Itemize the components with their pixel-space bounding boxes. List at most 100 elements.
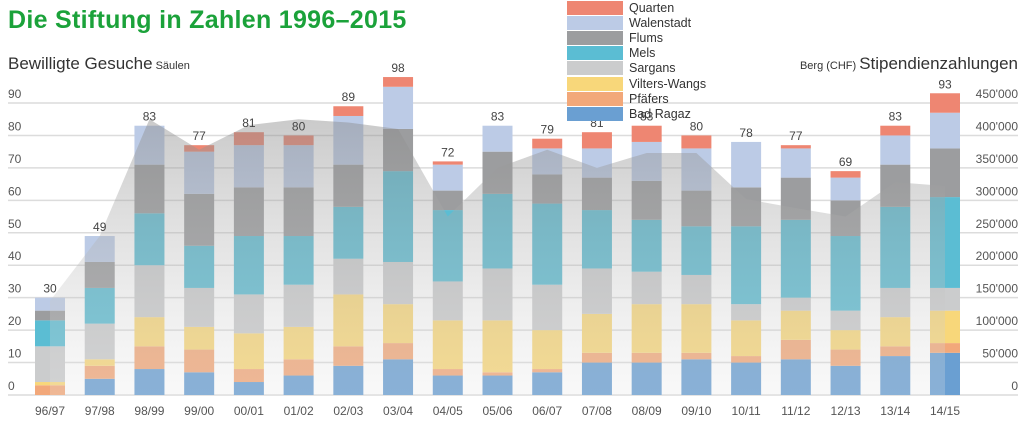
total-label: 69 (839, 155, 853, 169)
legend-item: Walenstadt (567, 15, 706, 30)
legend-swatch (567, 106, 623, 121)
bar-segment-quarten (930, 93, 960, 113)
right-axis-note: Berg (CHF) (799, 60, 857, 72)
left-tick-label: 80 (8, 119, 22, 133)
bar-segment-quarten (532, 138, 563, 149)
x-tick-label: 10/11 (732, 404, 761, 418)
total-label: 80 (690, 119, 704, 133)
total-label: 81 (242, 116, 256, 130)
total-label: 49 (93, 220, 107, 234)
bar-segment-quarten (830, 171, 861, 178)
left-tick-label: 30 (8, 282, 22, 296)
right-tick-label: 450'000 (976, 87, 1019, 101)
total-label: 79 (541, 123, 555, 137)
legend: Quarten Walenstadt Flums Mels Sargans Vilters… (567, 0, 706, 122)
x-tick-label: 01/02 (284, 404, 314, 418)
total-label: 89 (342, 90, 356, 104)
legend-label: Mels (629, 46, 656, 61)
right-tick-label: 350'000 (976, 152, 1019, 166)
left-axis-label: Bewilligte Gesuche (8, 54, 153, 73)
left-tick-label: 10 (8, 347, 22, 361)
legend-label: Walenstadt (629, 15, 692, 30)
legend-label: Sargans (629, 61, 676, 76)
x-tick-label: 98/99 (134, 404, 164, 418)
legend-label: Bad Ragaz (629, 106, 691, 121)
total-label: 77 (789, 129, 803, 143)
right-tick-label: 100'000 (976, 314, 1019, 328)
left-axis-note: Säulen (155, 60, 190, 72)
bar-segment-quarten (383, 77, 414, 87)
bar-segment-walenstadt (731, 141, 762, 188)
total-label: 78 (739, 126, 753, 140)
legend-swatch (567, 0, 623, 15)
legend-item: Vilters-Wangs (567, 76, 706, 91)
total-label: 98 (391, 61, 405, 75)
right-axis-label: Stipendienzahlungen (859, 54, 1018, 73)
bar-segment-walenstadt (930, 112, 960, 149)
legend-item: Quarten (567, 0, 706, 15)
bar-segment-walenstadt (780, 148, 811, 178)
bar-segment-walenstadt (383, 86, 414, 129)
legend-swatch (567, 76, 623, 91)
legend-swatch (567, 46, 623, 61)
x-tick-label: 07/08 (582, 404, 612, 418)
total-label: 72 (441, 145, 455, 159)
legend-item: Pfäfers (567, 91, 706, 106)
legend-label: Pfäfers (629, 91, 669, 106)
bar-segment-quarten (432, 161, 463, 165)
area-layer (50, 119, 945, 395)
right-tick-label: 400'000 (976, 119, 1019, 133)
bar-segment-walenstadt (432, 164, 463, 191)
x-tick-label: 06/07 (532, 404, 562, 418)
left-tick-label: 90 (8, 87, 22, 101)
legend-item: Sargans (567, 61, 706, 76)
x-tick-label: 05/06 (482, 404, 512, 418)
x-tick-label: 97/98 (85, 404, 115, 418)
right-tick-label: 250'000 (976, 217, 1019, 231)
legend-label: Flums (629, 30, 664, 45)
x-tick-label: 03/04 (383, 404, 413, 418)
total-label: 83 (889, 110, 903, 124)
bar-segment-quarten (880, 125, 911, 136)
bar-segment-quarten (184, 145, 215, 152)
right-tick-label: 150'000 (976, 282, 1019, 296)
left-tick-label: 70 (8, 152, 22, 166)
x-tick-label: 09/10 (681, 404, 711, 418)
right-tick-label: 0 (1011, 379, 1018, 393)
left-tick-label: 20 (8, 314, 22, 328)
legend-item: Mels (567, 46, 706, 61)
bar-segment-quarten (631, 125, 662, 142)
bar-segment-quarten (581, 132, 612, 149)
x-tick-label: 00/01 (234, 404, 264, 418)
x-tick-label: 99/00 (184, 404, 214, 418)
total-label: 83 (491, 110, 505, 124)
left-tick-label: 60 (8, 184, 22, 198)
bar-segment-walenstadt (482, 125, 513, 152)
total-label: 93 (938, 77, 952, 91)
legend-swatch (567, 91, 623, 106)
axes: 0 10 20 30 40 50 60 70 80 90 0 50'000 100'000 150'000… (8, 87, 1018, 418)
x-tick-label: 11/12 (781, 404, 810, 418)
left-tick-label: 40 (8, 249, 22, 263)
legend-swatch (567, 30, 623, 45)
left-tick-label: 0 (8, 379, 15, 393)
bar-segment-quarten (780, 145, 811, 149)
bar-segment-quarten (333, 106, 364, 116)
area-stipendienzahlungen (50, 119, 945, 395)
right-tick-label: 200'000 (976, 249, 1019, 263)
right-tick-label: 50'000 (982, 347, 1018, 361)
right-tick-label: 300'000 (976, 184, 1019, 198)
legend-label: Quarten (629, 0, 675, 15)
legend-swatch (567, 15, 623, 30)
legend-item: Flums (567, 30, 706, 45)
x-tick-label: 08/09 (632, 404, 662, 418)
bar-segment-quarten (681, 135, 712, 149)
x-tick-label: 04/05 (433, 404, 463, 418)
right-axis-title: Berg (CHF) Stipendienzahlungen (800, 54, 1018, 74)
x-tick-label: 02/03 (333, 404, 363, 418)
bar-segment-walenstadt (830, 177, 861, 201)
bar-segment-walenstadt (880, 135, 911, 165)
x-tick-label: 14/15 (930, 404, 960, 418)
